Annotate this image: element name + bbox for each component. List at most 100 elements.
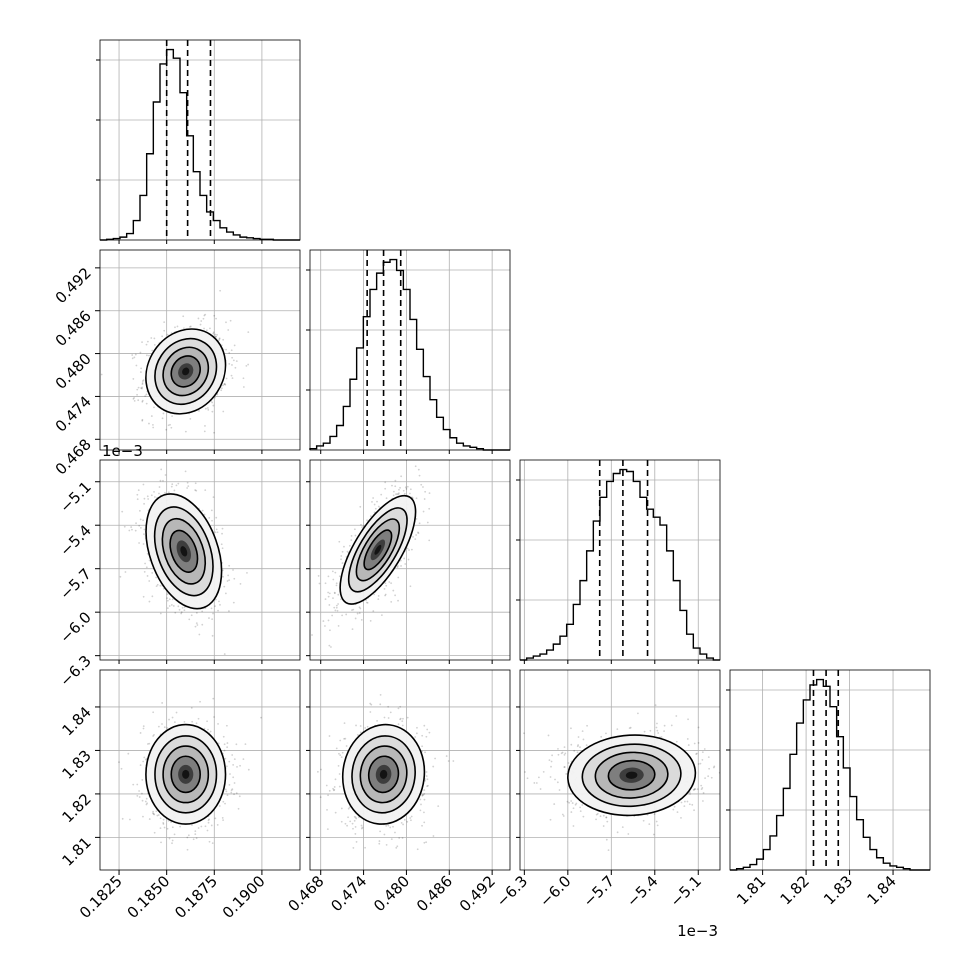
histogram-p3 <box>730 678 930 871</box>
sample-point <box>225 348 228 351</box>
sample-point <box>194 489 197 491</box>
sample-point <box>171 483 174 486</box>
sample-point <box>136 493 139 496</box>
sample-point <box>247 331 250 334</box>
sample-point <box>406 485 409 488</box>
sample-point <box>171 839 174 842</box>
sample-point <box>334 778 337 781</box>
sample-point <box>351 609 353 612</box>
sample-point <box>164 491 166 494</box>
sample-point <box>320 768 322 771</box>
sample-point <box>394 831 396 834</box>
sample-point <box>212 496 215 499</box>
density-level <box>180 546 188 557</box>
panel-frame <box>309 669 511 871</box>
sample-point <box>427 784 429 787</box>
sample-point <box>422 793 425 796</box>
sample-point <box>224 383 227 386</box>
sample-point <box>223 653 226 655</box>
sample-point <box>135 522 137 525</box>
sample-point <box>169 423 171 426</box>
sample-point <box>396 493 399 495</box>
sample-point <box>656 722 658 725</box>
sample-point <box>385 497 388 500</box>
sample-point <box>311 634 313 636</box>
sample-point <box>348 544 351 547</box>
sample-point <box>616 831 619 834</box>
sample-point <box>194 482 197 485</box>
sample-point <box>573 749 576 752</box>
sample-point <box>414 538 417 541</box>
sample-point <box>208 617 210 619</box>
sample-point <box>136 795 139 797</box>
sample-point <box>333 606 336 609</box>
sample-point <box>656 729 659 732</box>
panel-p0-p1 <box>99 249 301 459</box>
sample-point <box>197 827 200 829</box>
sample-point <box>171 826 174 829</box>
sample-point <box>133 356 136 359</box>
sample-point <box>675 715 678 717</box>
sample-point <box>337 625 340 627</box>
sample-point <box>210 509 213 512</box>
sample-point <box>157 814 160 816</box>
sample-point <box>338 575 341 578</box>
sample-point <box>145 797 148 800</box>
sample-point <box>432 835 435 837</box>
sample-point <box>402 489 405 492</box>
sample-point <box>174 457 176 459</box>
sample-point <box>415 497 418 500</box>
sample-point <box>401 724 404 727</box>
sample-point <box>397 492 400 495</box>
sample-point <box>319 796 322 799</box>
sample-point <box>404 563 407 565</box>
sample-point <box>425 771 428 773</box>
sample-point <box>360 824 363 827</box>
sample-point <box>336 609 339 612</box>
sample-point <box>328 789 331 792</box>
sample-point <box>181 606 184 609</box>
sample-point <box>236 765 238 768</box>
sample-point <box>423 498 426 500</box>
sample-point <box>217 609 219 612</box>
sample-point <box>397 707 400 710</box>
sample-point <box>563 766 566 768</box>
sample-point <box>153 831 156 834</box>
sample-point <box>147 498 150 500</box>
sample-point <box>396 566 399 569</box>
sample-point <box>399 486 401 489</box>
sample-point <box>394 485 397 488</box>
sample-point <box>337 593 340 596</box>
sample-point <box>151 572 154 574</box>
sample-point <box>365 601 368 604</box>
sample-point <box>385 584 388 587</box>
sample-point <box>568 801 571 804</box>
sample-point <box>341 562 344 564</box>
sample-point <box>425 735 428 738</box>
sample-point <box>238 795 241 798</box>
sample-point <box>189 325 192 328</box>
sample-point <box>420 483 423 486</box>
sample-point <box>148 600 151 603</box>
sample-point <box>142 483 145 486</box>
sample-point <box>423 724 426 727</box>
sample-point <box>224 788 227 791</box>
sample-point <box>146 575 149 577</box>
sample-point <box>150 415 153 417</box>
sample-point <box>396 845 399 848</box>
sample-point <box>399 559 402 562</box>
sample-point <box>189 417 192 420</box>
sample-point <box>383 716 386 719</box>
sample-point <box>231 364 233 366</box>
sample-point <box>224 757 227 760</box>
sample-point <box>369 711 372 713</box>
sample-point <box>146 743 149 745</box>
sample-point <box>333 591 336 594</box>
sample-point <box>231 754 234 756</box>
sample-point <box>233 793 235 796</box>
sample-point <box>355 841 358 843</box>
sample-point <box>401 837 404 839</box>
sample-point <box>231 356 234 359</box>
sample-point <box>153 813 156 816</box>
sample-point <box>235 792 238 795</box>
